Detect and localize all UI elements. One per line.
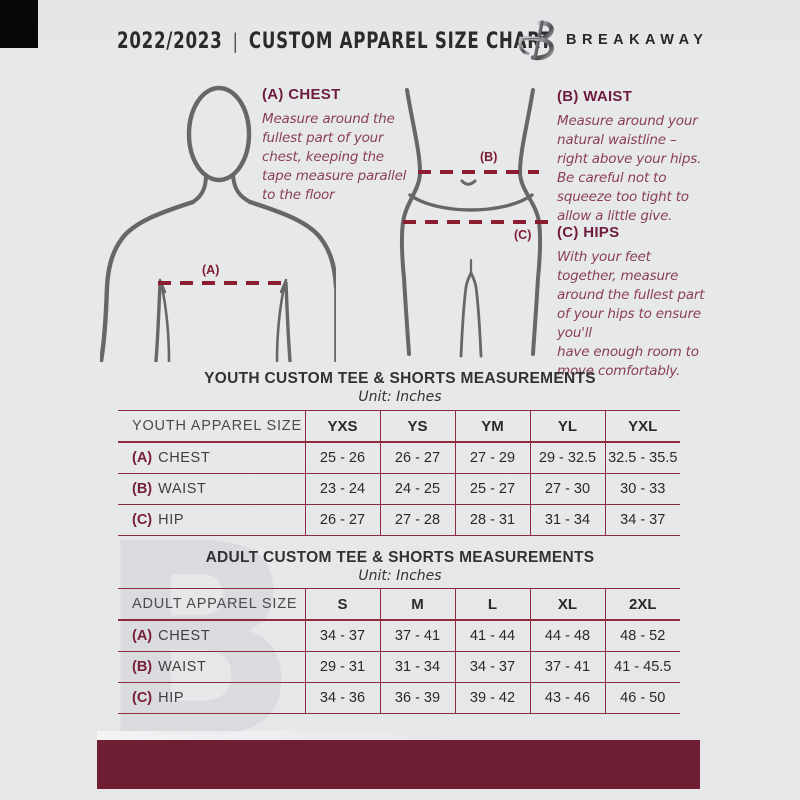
cell: 30 - 33 [604, 473, 680, 505]
row-label: CHEST [158, 628, 211, 644]
page-title: 2022/2023 | CUSTOM APPAREL SIZE CHART [117, 28, 552, 54]
cell: 41 - 44 [454, 619, 530, 652]
table-row: (C) HIP 34 - 36 36 - 39 39 - 42 43 - 46 4… [118, 682, 680, 714]
size-col-header: YL [529, 410, 605, 442]
row-key: (A) [132, 628, 153, 644]
waist-line-label: (B) [480, 150, 498, 164]
hip-line-label: (C) [514, 228, 532, 242]
row-label: WAIST [158, 481, 207, 497]
cell: 34 - 37 [304, 619, 380, 652]
row-key: (C) [132, 690, 153, 706]
youth-table-unit: Unit: Inches [358, 389, 442, 405]
title-divider: | [232, 29, 239, 53]
cell: 31 - 34 [529, 504, 605, 536]
table-row: (A) CHEST 25 - 26 26 - 27 27 - 29 29 - 32… [118, 441, 680, 474]
row-key: (B) [132, 481, 153, 497]
cell: 26 - 27 [304, 504, 380, 536]
cell: 25 - 27 [454, 473, 530, 505]
cell: 39 - 42 [454, 682, 530, 714]
row-label: WAIST [158, 659, 207, 675]
adult-size-header: ADULT APPAREL SIZE [118, 588, 305, 620]
row-key: (C) [132, 512, 153, 528]
size-col-header: L [454, 588, 530, 620]
chest-line-label: (A) [202, 263, 220, 277]
row-key: (A) [132, 450, 153, 466]
corner-mark [0, 0, 38, 48]
breakaway-logo-icon [512, 16, 560, 64]
chest-diagram-figure [100, 82, 336, 362]
cell: 41 - 45.5 [604, 651, 680, 683]
cell: 31 - 34 [379, 651, 455, 683]
size-col-header: S [304, 588, 380, 620]
chest-instruction-text: Measure around the fullest part of your … [262, 111, 407, 203]
adult-size-table: ADULT APPAREL SIZE S M L XL 2XL (A) CHEST… [118, 588, 680, 714]
size-col-header: YM [454, 410, 530, 442]
cell: 29 - 31 [304, 651, 380, 683]
cell: 34 - 37 [454, 651, 530, 683]
adult-table-unit: Unit: Inches [358, 568, 442, 584]
cell: 26 - 27 [379, 441, 455, 474]
row-label: HIP [158, 512, 185, 528]
cell: 27 - 30 [529, 473, 605, 505]
size-col-header: YS [379, 410, 455, 442]
waist-instruction-heading: (B) WAIST [557, 88, 633, 105]
cell: 27 - 29 [454, 441, 530, 474]
cell: 25 - 26 [304, 441, 380, 474]
table-row: (B) WAIST 29 - 31 31 - 34 34 - 37 37 - 41… [118, 651, 680, 683]
size-col-header: 2XL [604, 588, 680, 620]
cell: 48 - 52 [604, 619, 680, 652]
footer-bar [97, 740, 700, 789]
brand-name: BREAKAWAY [566, 32, 709, 48]
footer-highlight [97, 731, 517, 740]
cell: 34 - 37 [604, 504, 680, 536]
cell: 37 - 41 [529, 651, 605, 683]
waist-instruction-text: Measure around your natural waistline – … [557, 113, 702, 224]
cell: 46 - 50 [604, 682, 680, 714]
hips-instruction-heading: (C) HIPS [557, 224, 620, 241]
table-row: (A) CHEST 34 - 37 37 - 41 41 - 44 44 - 48… [118, 619, 680, 652]
cell: 34 - 36 [304, 682, 380, 714]
youth-header-row: YOUTH APPAREL SIZE YXS YS YM YL YXL [118, 410, 680, 442]
hips-instruction-text: With your feet together, measure around … [557, 249, 705, 379]
youth-table-title: YOUTH CUSTOM TEE & SHORTS MEASUREMENTS [204, 370, 596, 387]
size-col-header: XL [529, 588, 605, 620]
row-label: CHEST [158, 450, 211, 466]
cell: 29 - 32.5 [529, 441, 605, 474]
table-row: (C) HIP 26 - 27 27 - 28 28 - 31 31 - 34 3… [118, 504, 680, 536]
chest-instruction-heading: (A) CHEST [262, 86, 341, 103]
season-label: 2022/2023 [117, 28, 223, 54]
size-col-header: M [379, 588, 455, 620]
cell: 28 - 31 [454, 504, 530, 536]
size-col-header: YXS [304, 410, 380, 442]
adult-header-row: ADULT APPAREL SIZE S M L XL 2XL [118, 588, 680, 620]
cell: 32.5 - 35.5 [604, 441, 680, 474]
cell: 44 - 48 [529, 619, 605, 652]
table-row: (B) WAIST 23 - 24 24 - 25 25 - 27 27 - 30… [118, 473, 680, 505]
row-key: (B) [132, 659, 153, 675]
title-text: CUSTOM APPAREL SIZE CHART [248, 28, 553, 54]
cell: 36 - 39 [379, 682, 455, 714]
row-label: HIP [158, 690, 185, 706]
adult-table-title: ADULT CUSTOM TEE & SHORTS MEASUREMENTS [205, 549, 595, 566]
youth-size-table: YOUTH APPAREL SIZE YXS YS YM YL YXL (A) C… [118, 410, 680, 536]
size-col-header: YXL [604, 410, 680, 442]
waist-hip-diagram-figure [393, 88, 553, 362]
cell: 27 - 28 [379, 504, 455, 536]
cell: 43 - 46 [529, 682, 605, 714]
youth-size-header: YOUTH APPAREL SIZE [118, 410, 305, 442]
cell: 24 - 25 [379, 473, 455, 505]
cell: 37 - 41 [379, 619, 455, 652]
cell: 23 - 24 [304, 473, 380, 505]
